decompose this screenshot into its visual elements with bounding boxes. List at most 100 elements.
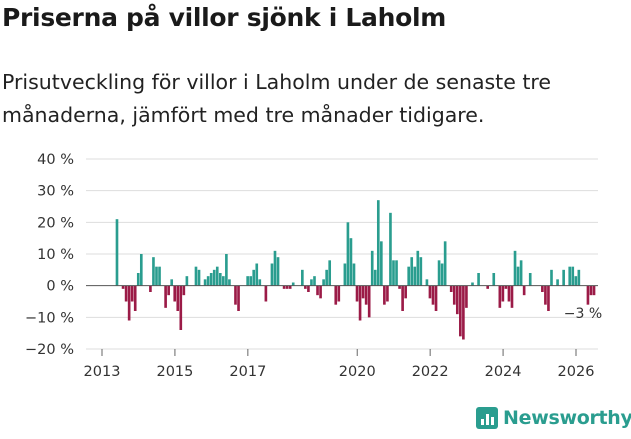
bar (273, 250, 277, 286)
bar (176, 285, 180, 311)
bar (571, 266, 575, 286)
bar (510, 285, 514, 308)
bar (291, 282, 295, 286)
bar (449, 285, 453, 292)
bar (398, 285, 401, 289)
bar (121, 285, 125, 289)
bar (228, 279, 231, 286)
chart-subtitle: Prisutveckling för villor i Laholm under… (2, 70, 551, 127)
bar-chart-logo-icon (476, 407, 498, 429)
bar (307, 285, 310, 292)
bar (164, 285, 167, 308)
bar (334, 285, 338, 305)
bar (182, 285, 186, 296)
bar (425, 279, 429, 286)
bar (589, 285, 593, 296)
chart-title: Priserna på villor sjönk i Laholm (2, 3, 446, 32)
bar (501, 285, 505, 302)
bar (486, 285, 490, 289)
bar (264, 285, 268, 302)
bar (380, 241, 383, 286)
bar (167, 285, 170, 296)
y-tick-label: 30 % (37, 184, 74, 200)
bar (452, 285, 456, 305)
bar (282, 285, 286, 289)
bar (222, 276, 225, 286)
bar (133, 285, 137, 311)
bar (197, 269, 201, 286)
bar (170, 279, 174, 286)
bar (370, 250, 374, 286)
bar (471, 282, 474, 286)
bar (477, 273, 480, 286)
bar (304, 285, 307, 289)
x-tick-label: 2020 (339, 364, 376, 380)
bar (203, 279, 207, 286)
bar (288, 285, 292, 289)
bar (407, 266, 411, 286)
bar (215, 266, 219, 286)
bar (252, 269, 256, 286)
bar (541, 285, 544, 292)
bar (592, 285, 596, 296)
bar (516, 266, 520, 286)
bar (343, 263, 347, 286)
bar (310, 279, 313, 286)
bar (358, 285, 362, 321)
bar (498, 285, 502, 308)
y-tick-label: −10 % (25, 310, 74, 326)
bar (401, 285, 404, 311)
bar (249, 276, 253, 286)
bar (328, 260, 332, 286)
bar (556, 279, 559, 286)
x-tick-label: 2026 (558, 364, 595, 380)
bar (349, 238, 353, 286)
bar (413, 266, 417, 286)
x-tick-label: 2013 (84, 364, 121, 380)
bar (301, 269, 304, 286)
bar (389, 212, 392, 286)
y-tick-label: 0 % (46, 279, 74, 295)
bar (404, 285, 407, 299)
bar (386, 285, 389, 302)
bar (416, 250, 420, 286)
bar (316, 285, 319, 296)
bar (562, 269, 565, 286)
brand-name: Newsworthy (503, 407, 631, 429)
bar (337, 285, 341, 302)
bar (577, 269, 581, 286)
bar (459, 285, 462, 337)
bar (212, 269, 216, 286)
bar (218, 273, 222, 286)
y-tick-label: 40 % (37, 152, 74, 168)
bar (443, 241, 447, 286)
bar (355, 285, 359, 302)
bar (258, 279, 262, 286)
bar (127, 285, 131, 321)
bar (431, 285, 435, 305)
bar (155, 266, 158, 286)
bar (206, 276, 210, 286)
bar (392, 260, 395, 286)
bar (434, 285, 438, 311)
bar (130, 285, 134, 302)
bar (522, 285, 526, 296)
bar (513, 250, 517, 286)
x-tick-label: 2022 (412, 364, 449, 380)
bar (158, 266, 161, 286)
bar (325, 269, 328, 286)
newsworthy-logo: Newsworthy (476, 407, 631, 429)
bar (246, 276, 249, 286)
y-tick-label: 10 % (37, 247, 74, 263)
bar (270, 263, 274, 286)
bar (319, 285, 322, 299)
bar (504, 285, 508, 289)
bar (209, 273, 213, 286)
bar (376, 200, 380, 286)
bar (455, 285, 459, 315)
y-tick-label: 20 % (37, 215, 74, 231)
bar (492, 273, 496, 286)
bar (519, 260, 523, 286)
bar (276, 257, 280, 286)
